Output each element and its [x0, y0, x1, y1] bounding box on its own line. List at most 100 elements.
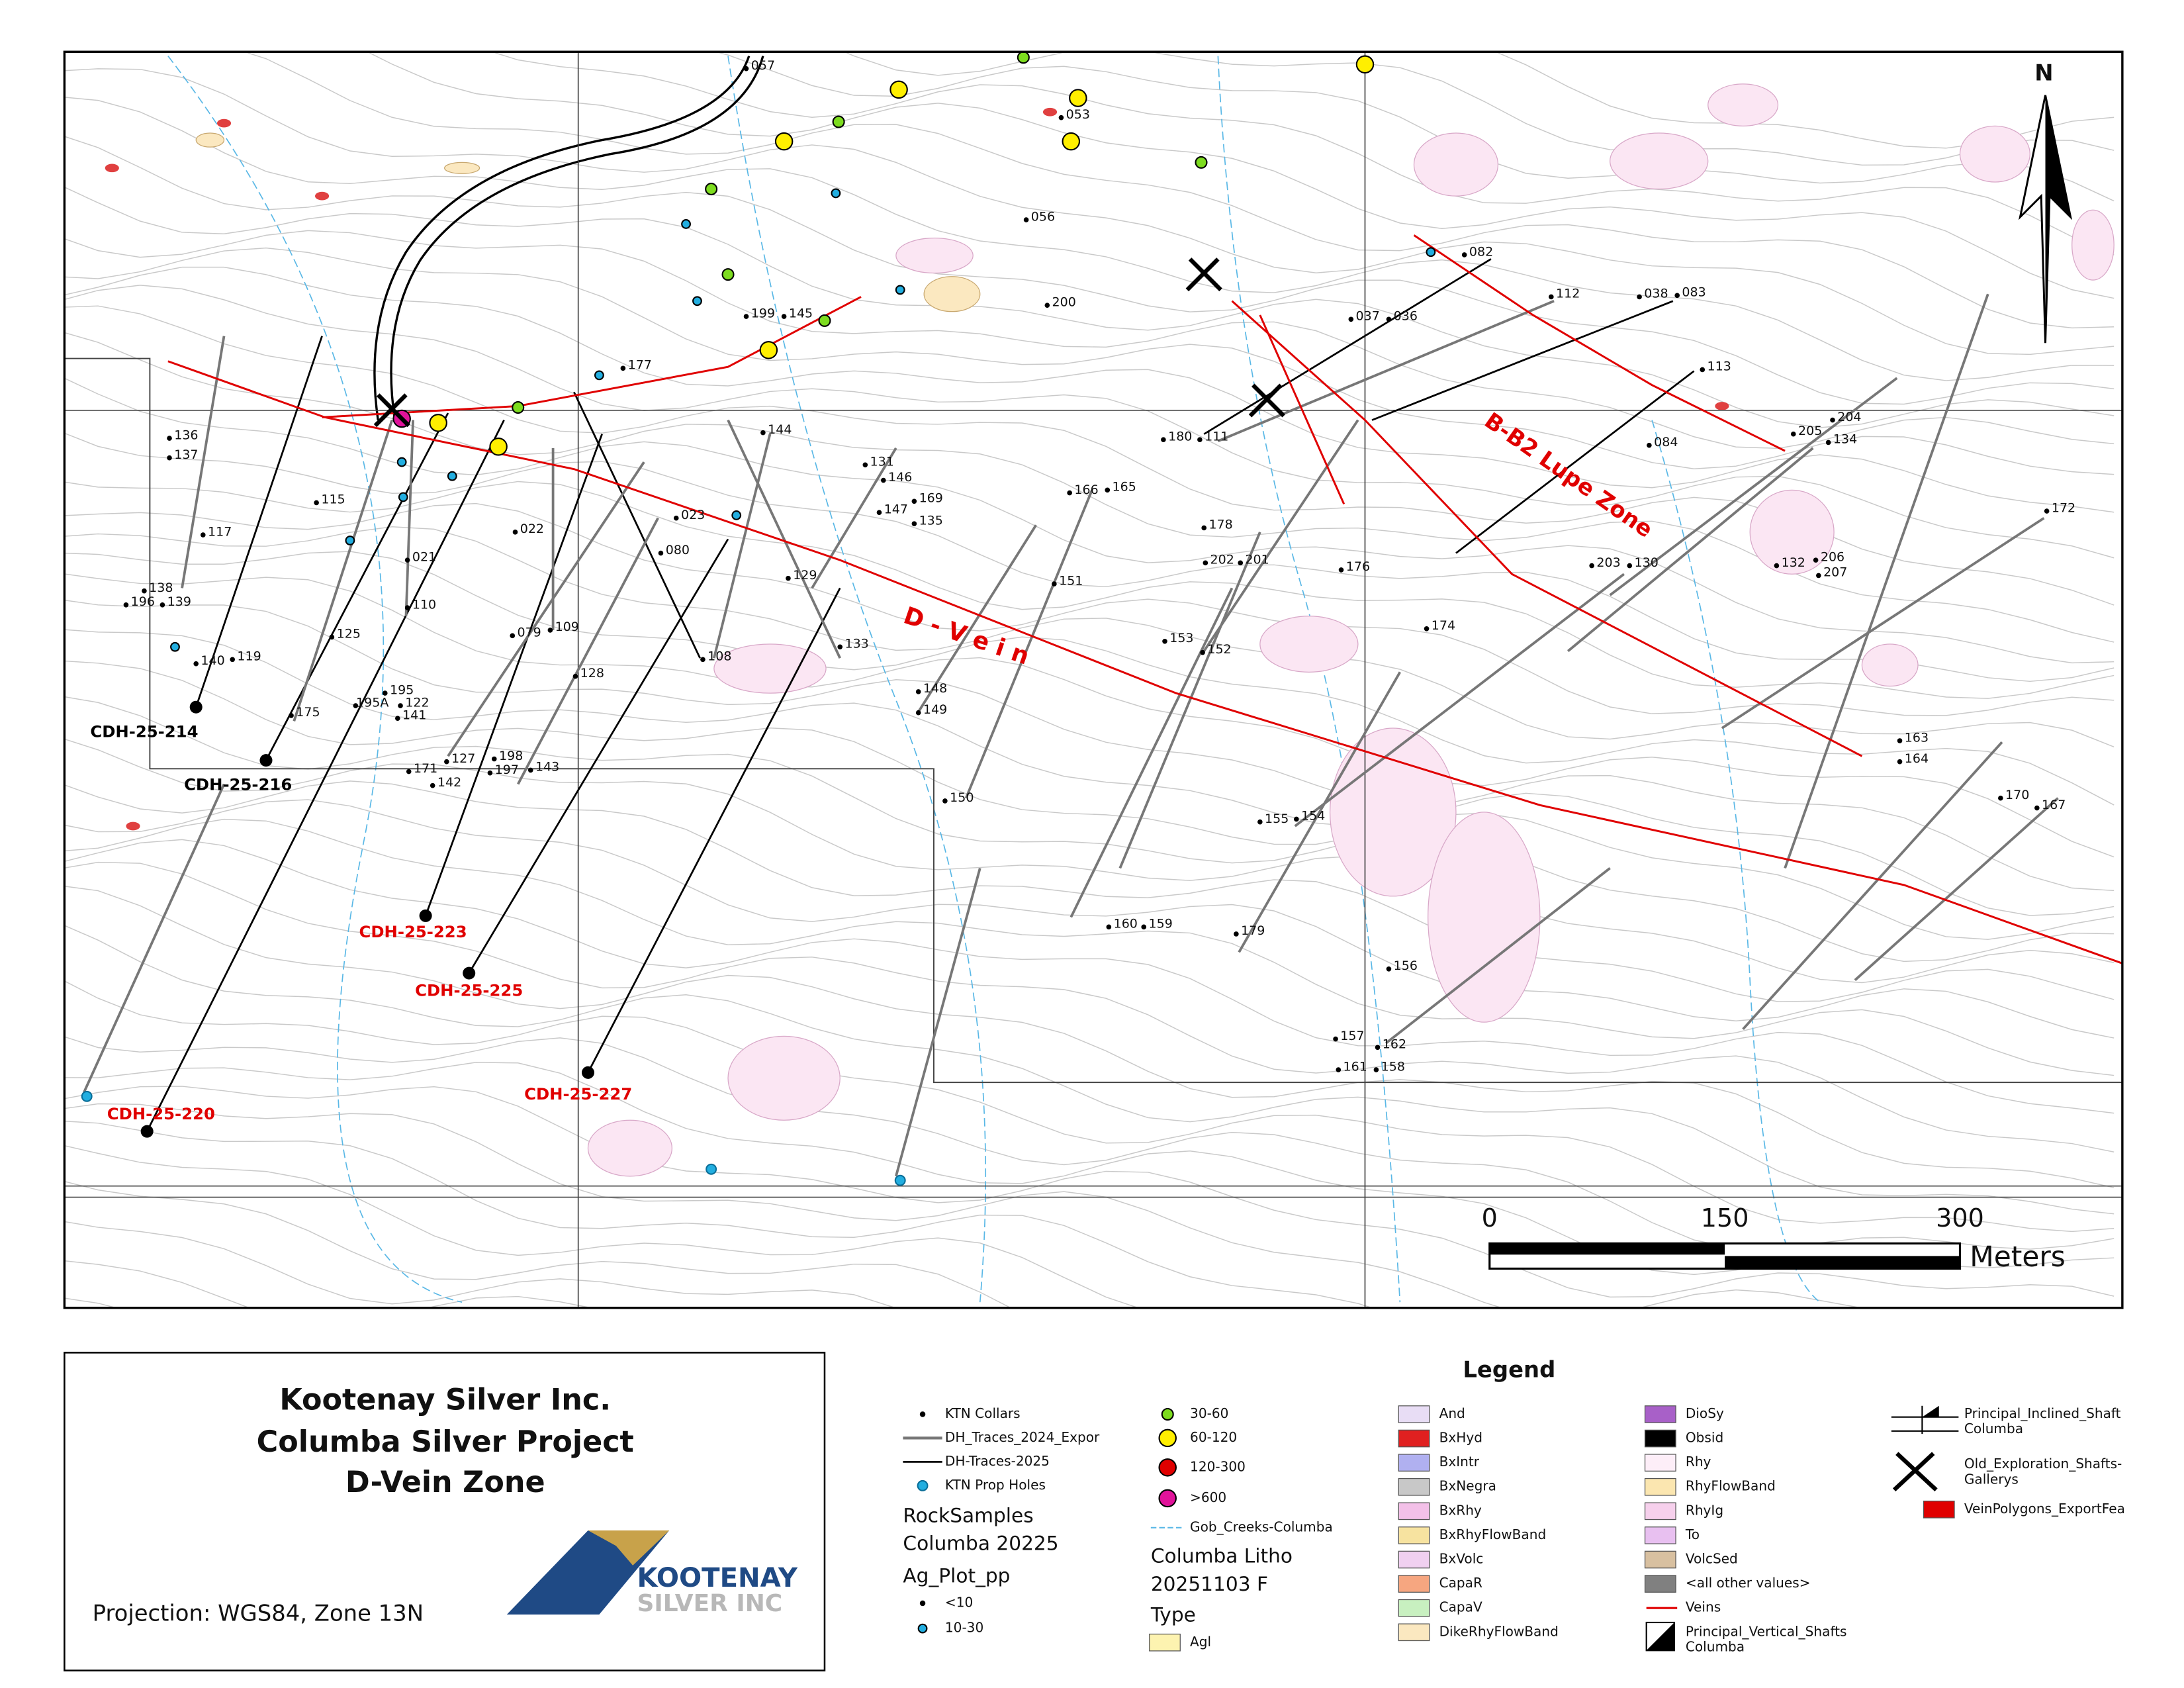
title-box	[64, 1352, 826, 1671]
hole-label: 037	[1356, 309, 1380, 324]
legend-label: CapaR	[1439, 1575, 1482, 1591]
legend-label: Obsid	[1686, 1430, 1723, 1446]
dh-trace-2024	[1238, 671, 1402, 953]
dh-trace-2025	[424, 434, 603, 916]
hole-label: 160	[1114, 917, 1138, 931]
shaft-symbol	[1185, 258, 1222, 292]
ktn-collar	[786, 575, 791, 581]
collar	[140, 1125, 154, 1138]
ktn-collar	[1816, 573, 1821, 579]
ktn-collar	[673, 515, 679, 521]
vein	[167, 360, 2122, 964]
dh-trace-2024	[1203, 419, 1359, 652]
ktn-collar	[760, 430, 766, 436]
hole-label: 204	[1837, 410, 1861, 424]
rhyolite-polygon	[2071, 209, 2115, 281]
collar-label: CDH-25-225	[415, 981, 523, 1000]
rock-sample	[1017, 52, 1030, 64]
legend-label: 120-300	[1190, 1458, 1246, 1474]
hole-label: 172	[2052, 500, 2075, 515]
shaft-symbol	[1248, 383, 1286, 418]
legend-label: Old_Exploration_Shafts-	[1964, 1456, 2122, 1472]
hole-label: 115	[321, 492, 345, 507]
hole-label: 110	[412, 597, 436, 612]
legend-label: RhyIg	[1686, 1502, 1723, 1518]
hole-label: 178	[1208, 518, 1232, 532]
ktn-collar	[876, 510, 882, 516]
rock-sample	[681, 219, 691, 229]
scale-label: 0	[1482, 1203, 1498, 1233]
contour	[64, 599, 2115, 892]
contour	[64, 230, 2115, 449]
hole-label: 169	[919, 491, 943, 506]
hole-label: 145	[789, 306, 813, 320]
hole-label: 146	[888, 470, 912, 485]
contour	[64, 551, 2115, 806]
rock-sample	[705, 183, 718, 196]
legend-symbol	[1398, 1623, 1430, 1642]
rock-sample	[447, 471, 457, 481]
rock-sample	[889, 80, 908, 99]
ktn-collar	[1161, 437, 1166, 443]
ktn-collar	[743, 66, 749, 71]
road	[373, 56, 751, 420]
collar	[463, 966, 476, 980]
legend-symbol	[1398, 1550, 1430, 1569]
legend-symbol	[1398, 1429, 1430, 1448]
hole-label: 198	[499, 749, 523, 763]
ktn-collar	[314, 500, 319, 506]
ktn-collar	[1637, 294, 1642, 300]
ktn-collar	[230, 657, 236, 663]
ktn-collar	[382, 690, 388, 696]
flowband-polygon	[923, 276, 981, 312]
ktn-collar	[395, 716, 400, 721]
ktn-collar	[2034, 805, 2040, 811]
ktn-collar	[491, 756, 497, 762]
legend-label: Columba 20225	[903, 1532, 1058, 1555]
ktn-collar	[1200, 649, 1205, 655]
rock-sample	[1069, 89, 1087, 107]
ktn-collar	[911, 521, 917, 526]
legend-label: Columba Litho	[1151, 1545, 1293, 1568]
legend-label: To	[1685, 1526, 1700, 1542]
collar-label: CDH-25-216	[184, 775, 292, 794]
contour	[64, 696, 2115, 962]
hole-label: 053	[1066, 107, 1090, 122]
vein-polygon	[126, 821, 140, 831]
ktn-collar	[167, 455, 172, 461]
ktn-collar	[700, 657, 705, 663]
legend-symbol	[1644, 1502, 1676, 1521]
hole-label: 133	[844, 637, 868, 651]
dh-trace-2024	[1217, 300, 1555, 443]
rhyolite-polygon	[895, 237, 974, 274]
ktn-collar	[1023, 217, 1029, 222]
ktn-collar	[398, 703, 403, 708]
legend-label: BxHyd	[1439, 1430, 1482, 1446]
hole-label: 056	[1031, 209, 1055, 224]
legend-label: Gob_Creeks-Columba	[1190, 1519, 1333, 1534]
ktn-collar	[487, 770, 493, 776]
legend-symbol	[1158, 1458, 1177, 1477]
hole-label: 036	[1394, 309, 1418, 324]
rhyolite-polygon	[1861, 643, 1919, 687]
ktn-collar	[1825, 440, 1831, 445]
dh-trace-2024	[1742, 741, 2003, 1031]
contour	[713, 52, 2115, 202]
hole-label: 057	[751, 58, 775, 73]
prop-hole	[81, 1090, 93, 1102]
ktn-collar	[1338, 567, 1344, 573]
hole-label: 156	[1394, 959, 1418, 973]
dh-trace-2024	[895, 867, 981, 1177]
legend-label: RockSamples	[903, 1504, 1033, 1526]
rock-sample	[512, 401, 525, 414]
contour	[64, 97, 2115, 381]
legend-label: <10	[945, 1595, 973, 1611]
contour	[64, 980, 2115, 1233]
dh-trace-2024	[811, 447, 897, 589]
rock-sample	[398, 492, 408, 502]
legend-symbol	[1149, 1633, 1181, 1652]
hole-label: 154	[1301, 809, 1325, 823]
legend-label: BxRhyFlowBand	[1439, 1526, 1547, 1542]
legend-symbol	[1398, 1477, 1430, 1496]
contour	[64, 432, 2115, 682]
